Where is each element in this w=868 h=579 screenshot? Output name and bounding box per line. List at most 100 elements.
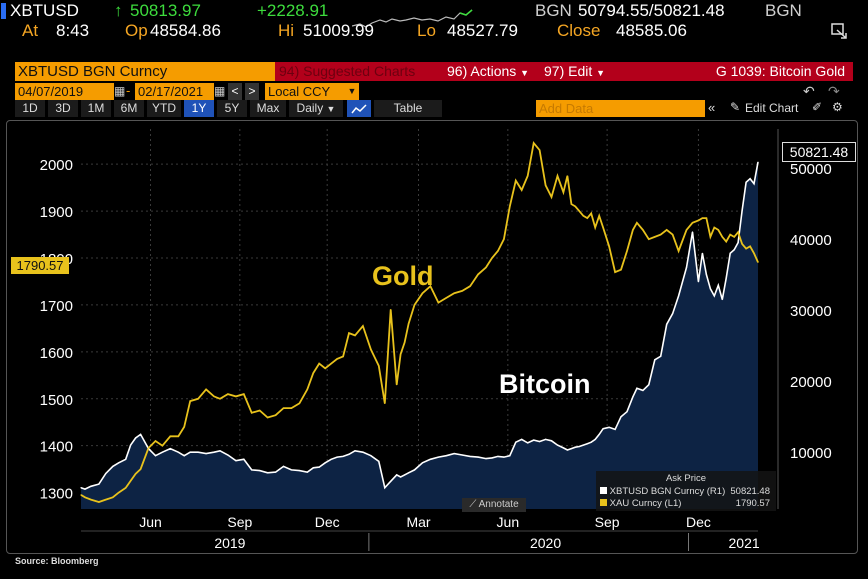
gold-point xyxy=(721,236,723,238)
bitcoin-point xyxy=(251,469,253,471)
suggested-charts-button[interactable]: 94) Suggested Charts xyxy=(275,62,444,81)
add-data-input[interactable]: Add Data xyxy=(536,100,705,117)
gold-point xyxy=(642,229,644,231)
bitcoin-point xyxy=(290,469,293,471)
period-5y[interactable]: 5Y xyxy=(217,100,247,117)
bitcoin-point xyxy=(544,438,547,440)
actions-label: 96) Actions xyxy=(447,63,517,79)
bitcoin-point xyxy=(324,462,326,464)
period-ytd[interactable]: YTD xyxy=(147,100,181,117)
close-value: 48585.06 xyxy=(616,21,687,40)
x-axis: Jun Sep Dec Mar Jun Sep Dec 2019 2020 2021 xyxy=(81,514,760,551)
ticker-symbol[interactable]: XBTUSD xyxy=(10,1,79,20)
calendar-icon[interactable]: ▦ xyxy=(114,84,126,98)
line-chart-icon[interactable] xyxy=(347,100,371,117)
redo-icon[interactable]: ↷ xyxy=(828,83,840,99)
end-date-input[interactable]: 02/17/2021 xyxy=(135,83,214,100)
pencil-icon[interactable]: ✎ xyxy=(730,100,741,114)
gold-point xyxy=(98,501,100,503)
undo-icon[interactable]: ↶ xyxy=(803,83,815,99)
gold-point xyxy=(407,323,410,325)
bitcoin-point xyxy=(105,472,107,475)
annotate-button[interactable]: ⟋ Annotate xyxy=(462,498,526,512)
gear-icon[interactable]: ⚙ xyxy=(832,100,843,114)
chevron-down-icon[interactable]: ▼ xyxy=(345,83,359,100)
calendar-icon[interactable]: ▦ xyxy=(214,84,226,98)
bitcoin-point xyxy=(354,450,356,452)
close-label: Close xyxy=(557,21,601,40)
bitcoin-point xyxy=(574,446,576,448)
gold-point xyxy=(378,365,380,367)
sparkline-tail xyxy=(459,9,473,16)
next-period-button[interactable]: > xyxy=(245,83,259,100)
gold-point xyxy=(737,231,739,233)
bitcoin-annotation: Bitcoin xyxy=(499,369,591,399)
bitcoin-point xyxy=(614,428,616,431)
gold-point xyxy=(753,252,755,254)
edit-menu[interactable]: 97) Edit ▼ xyxy=(540,62,624,81)
gold-point xyxy=(445,297,447,299)
gold-point xyxy=(306,388,308,390)
gold-point xyxy=(251,412,253,414)
gold-point xyxy=(469,285,471,287)
bitcoin-point xyxy=(429,458,432,460)
period-1d[interactable]: 1D xyxy=(15,100,45,117)
period-6m[interactable]: 6M xyxy=(114,100,144,117)
gold-point xyxy=(574,205,576,208)
bitcoin-point xyxy=(586,443,588,445)
bitcoin-point xyxy=(632,396,634,398)
legend-label: XAU Curncy (L1) xyxy=(609,498,682,509)
bitcoin-point xyxy=(672,313,674,315)
gold-point xyxy=(227,393,229,395)
gold-point xyxy=(648,238,650,240)
bitcoin-point xyxy=(404,474,406,476)
bitcoin-point xyxy=(527,442,529,444)
gold-point xyxy=(342,355,344,358)
right-tick-label: 30000 xyxy=(790,303,832,320)
currency-select[interactable]: Local CCY xyxy=(265,83,346,100)
period-max[interactable]: Max xyxy=(250,100,286,117)
bitcoin-point xyxy=(298,470,300,472)
x-tick-label: Sep xyxy=(227,514,252,530)
chart-settings-icon[interactable] xyxy=(830,22,850,40)
bitcoin-point xyxy=(197,451,199,453)
caret-down-icon: ▼ xyxy=(520,68,530,78)
gold-point xyxy=(84,496,86,498)
chart-frame: 13001400150016001700180019002000 1000020… xyxy=(6,120,858,554)
gold-point xyxy=(666,229,668,231)
actions-menu[interactable]: 96) Actions ▼ xyxy=(443,62,541,81)
gold-point xyxy=(660,233,662,236)
bitcoin-point xyxy=(745,181,747,183)
at-time: 8:43 xyxy=(56,21,90,40)
gold-point xyxy=(330,362,332,365)
edit-icon[interactable]: ✐ xyxy=(812,100,823,114)
period-1m[interactable]: 1M xyxy=(81,100,111,117)
gold-point xyxy=(491,257,493,259)
collapse-icon[interactable]: « xyxy=(708,100,716,115)
bitcoin-point xyxy=(396,474,398,476)
date-separator: - xyxy=(126,83,131,98)
bitcoin-point xyxy=(660,355,662,357)
gold-point xyxy=(527,175,529,177)
period-1y[interactable]: 1Y xyxy=(184,100,214,117)
gold-point xyxy=(154,440,157,442)
frequency-select[interactable]: Daily ▼ xyxy=(289,100,343,117)
bitcoin-point xyxy=(80,487,82,489)
bitcoin-point xyxy=(453,452,455,455)
security-field[interactable]: XBTUSD BGN Curncy xyxy=(15,62,276,81)
period-3d[interactable]: 3D xyxy=(48,100,78,117)
prev-period-button[interactable]: < xyxy=(228,83,242,100)
low-label: Lo xyxy=(417,21,436,40)
gold-point xyxy=(509,205,511,208)
start-date-input[interactable]: 04/07/2019 xyxy=(15,83,114,100)
bitcoin-point xyxy=(384,487,386,489)
bitcoin-point xyxy=(491,457,493,459)
edit-chart-button[interactable]: Edit Chart xyxy=(745,101,799,115)
bitcoin-point xyxy=(497,455,499,458)
gold-point xyxy=(396,384,398,386)
bitcoin-point xyxy=(749,178,751,180)
table-button[interactable]: Table xyxy=(374,100,442,117)
bitcoin-point xyxy=(753,183,755,185)
right-tick-label: 50000 xyxy=(790,161,832,178)
bitcoin-point xyxy=(330,458,332,460)
